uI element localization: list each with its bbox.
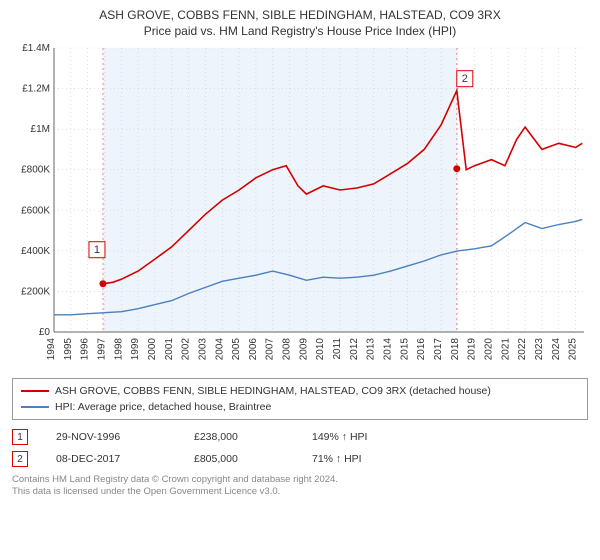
svg-text:2022: 2022	[517, 338, 528, 361]
legend: ASH GROVE, COBBS FENN, SIBLE HEDINGHAM, …	[12, 378, 588, 420]
svg-text:2000: 2000	[147, 338, 158, 361]
svg-text:£400K: £400K	[21, 246, 50, 257]
svg-text:2013: 2013	[366, 338, 377, 361]
title-sub: Price paid vs. HM Land Registry's House …	[12, 24, 588, 38]
svg-text:2002: 2002	[181, 338, 192, 361]
svg-text:1997: 1997	[96, 338, 107, 361]
title-main: ASH GROVE, COBBS FENN, SIBLE HEDINGHAM, …	[12, 8, 588, 22]
svg-text:1995: 1995	[63, 338, 74, 361]
svg-text:2017: 2017	[433, 338, 444, 361]
svg-text:2006: 2006	[248, 338, 259, 361]
legend-swatch-property	[21, 390, 49, 392]
svg-text:1994: 1994	[46, 338, 57, 361]
transaction-table: 1 29-NOV-1996 £238,000 149% ↑ HPI 2 08-D…	[12, 426, 588, 470]
svg-text:2016: 2016	[416, 338, 427, 361]
legend-swatch-hpi	[21, 406, 49, 408]
svg-text:2010: 2010	[315, 338, 326, 361]
table-row: 1 29-NOV-1996 £238,000 149% ↑ HPI	[12, 426, 588, 448]
svg-text:2015: 2015	[399, 338, 410, 361]
svg-text:2024: 2024	[551, 338, 562, 361]
legend-item-property: ASH GROVE, COBBS FENN, SIBLE HEDINGHAM, …	[21, 383, 579, 399]
svg-text:£1M: £1M	[31, 124, 50, 135]
svg-text:2004: 2004	[214, 338, 225, 361]
svg-text:2008: 2008	[282, 338, 293, 361]
svg-text:£800K: £800K	[21, 165, 50, 176]
footer-line-1: Contains HM Land Registry data © Crown c…	[12, 474, 588, 486]
transaction-marker-1: 1	[12, 429, 28, 445]
legend-label-property: ASH GROVE, COBBS FENN, SIBLE HEDINGHAM, …	[55, 385, 491, 397]
transaction-pct: 71% ↑ HPI	[312, 453, 412, 465]
svg-text:2023: 2023	[534, 338, 545, 361]
price-chart: £0 £200K £400K £600K £800K £1M £1.2M £1.4M 1994 1…	[12, 42, 592, 372]
transaction-pct: 149% ↑ HPI	[312, 431, 412, 443]
table-row: 2 08-DEC-2017 £805,000 71% ↑ HPI	[12, 448, 588, 470]
chart-container: ASH GROVE, COBBS FENN, SIBLE HEDINGHAM, …	[0, 0, 600, 505]
svg-text:£1.4M: £1.4M	[22, 43, 50, 54]
svg-text:£200K: £200K	[21, 286, 50, 297]
svg-text:2005: 2005	[231, 338, 242, 361]
svg-text:2021: 2021	[500, 338, 511, 361]
svg-text:2009: 2009	[298, 338, 309, 361]
footer-line-2: This data is licensed under the Open Gov…	[12, 486, 588, 498]
svg-text:£0: £0	[39, 327, 51, 338]
svg-text:2014: 2014	[383, 338, 394, 361]
legend-item-hpi: HPI: Average price, detached house, Brai…	[21, 399, 579, 415]
svg-text:2001: 2001	[164, 338, 175, 361]
transaction-date: 29-NOV-1996	[56, 431, 166, 443]
svg-text:2007: 2007	[265, 338, 276, 361]
transaction-marker-2: 2	[12, 451, 28, 467]
svg-text:2018: 2018	[450, 338, 461, 361]
svg-text:£1.2M: £1.2M	[22, 84, 50, 95]
svg-text:2012: 2012	[349, 338, 360, 361]
footer: Contains HM Land Registry data © Crown c…	[12, 474, 588, 499]
transaction-date: 08-DEC-2017	[56, 453, 166, 465]
svg-text:1998: 1998	[113, 338, 124, 361]
transaction-price: £805,000	[194, 453, 284, 465]
svg-text:£600K: £600K	[21, 205, 50, 216]
svg-text:1996: 1996	[80, 338, 91, 361]
svg-text:2011: 2011	[332, 338, 343, 360]
svg-text:2020: 2020	[483, 338, 494, 361]
transaction-price: £238,000	[194, 431, 284, 443]
svg-text:1999: 1999	[130, 338, 141, 361]
svg-text:2003: 2003	[197, 338, 208, 361]
svg-text:2: 2	[462, 73, 468, 85]
svg-text:2025: 2025	[568, 338, 579, 361]
svg-text:1: 1	[94, 244, 100, 256]
legend-label-hpi: HPI: Average price, detached house, Brai…	[55, 401, 271, 413]
svg-text:2019: 2019	[467, 338, 478, 361]
chart-titles: ASH GROVE, COBBS FENN, SIBLE HEDINGHAM, …	[12, 8, 588, 38]
